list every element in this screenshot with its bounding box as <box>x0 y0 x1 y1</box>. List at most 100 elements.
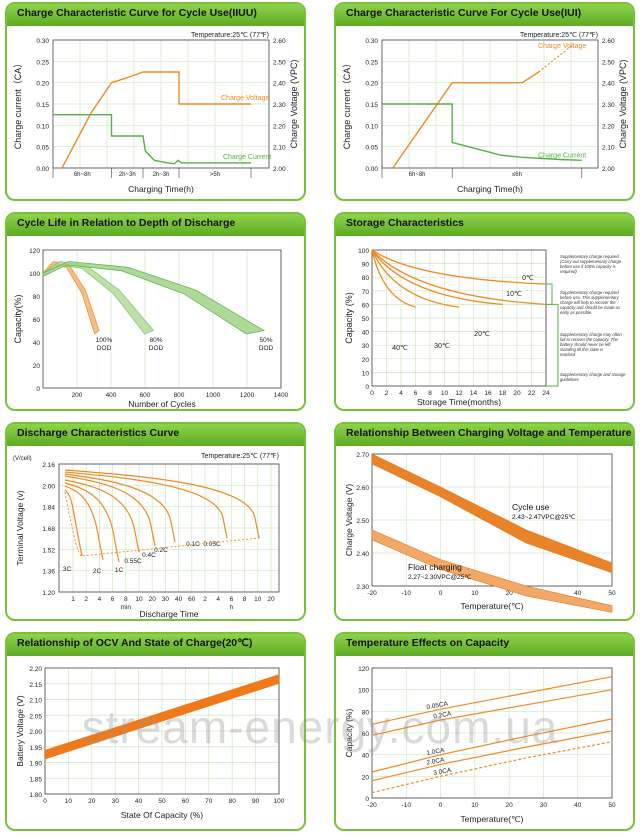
panel-header: Cycle Life in Relation to Depth of Disch… <box>7 214 304 236</box>
y-tick-label: 60 <box>362 302 370 309</box>
y-axis-label: Terminal Voltage (v) <box>15 490 25 565</box>
panel-header: Storage Characteristics <box>336 214 633 236</box>
storage-note-line: guidelines <box>560 377 580 382</box>
series-line-discharge <box>64 473 176 543</box>
y-axis-label: Battery Voltage (V) <box>15 695 25 767</box>
y-tick-label: 90 <box>362 262 370 269</box>
x-tick-label: 800 <box>174 392 185 399</box>
y-tick-label: 0.00 <box>365 166 378 173</box>
y-tick-label: 0.25 <box>365 59 378 66</box>
series-line-discharge <box>64 471 228 539</box>
series-band <box>371 453 613 574</box>
y-tick-label: 0 <box>365 384 369 391</box>
series-label: 3C <box>63 566 72 573</box>
y-tick-label: 1.20 <box>42 590 55 597</box>
y-tick-label: 40 <box>33 340 41 347</box>
x-tick-label: -20 <box>367 802 377 809</box>
plot-frame <box>371 453 613 587</box>
storage-note-line: Supplementary charge and storage <box>560 372 626 377</box>
x-tick-label: 40 <box>135 798 143 805</box>
x-tick-label: 1200 <box>240 392 255 399</box>
x-tick-label: 10 <box>254 596 262 603</box>
panel-title: Relationship of OCV And State of Charge(… <box>17 637 253 649</box>
y-tick-label: 0.15 <box>36 102 49 109</box>
x-tick-label: 50 <box>158 798 166 805</box>
annotation: Temperature:25℃ (77℉) <box>520 32 598 39</box>
y-tick-label: 0.15 <box>365 102 378 109</box>
y-tick-label: 2.10 <box>29 698 42 705</box>
x-tick-label: 0 <box>43 798 47 805</box>
series-label: 0.55C <box>124 558 142 565</box>
x-tick-label: 0 <box>439 590 443 597</box>
panel-title: Charge Characteristic Curve for Cycle Us… <box>17 7 257 19</box>
x-tick-label: 10 <box>471 590 479 597</box>
y2-tick-label: 2.60 <box>602 38 615 45</box>
series-line-charge-voltage <box>61 71 251 169</box>
x-tick-label: 50 <box>608 802 616 809</box>
x-tick-label: 10 <box>135 596 143 603</box>
x-axis-label: Number of Cycles <box>128 399 196 409</box>
series-label: 1.0CA <box>426 747 446 757</box>
x-unit-min: min <box>121 604 132 611</box>
x-tick-label: 16 <box>484 390 492 397</box>
y-unit: (V/cell) <box>13 456 32 462</box>
y-tick-label: 60 <box>362 731 370 738</box>
series-line-storage <box>371 249 503 306</box>
plot-frame <box>44 667 280 795</box>
x-tick-label: 40 <box>175 596 183 603</box>
y-tick-label: 80 <box>33 294 41 301</box>
x-tick-label: 14 <box>470 390 478 397</box>
y2-tick-label: 2.00 <box>273 166 286 173</box>
panel-discharge: Discharge Characteristics Curve 1.20 1.36… <box>5 422 306 621</box>
y-axis-label: Capacity (%) <box>344 292 354 344</box>
storage-note-line: reached <box>560 352 576 357</box>
series-label: 3.0CA <box>433 767 453 777</box>
legend-charge-current: Charge Current <box>538 152 586 159</box>
y-tick-label: 120 <box>29 248 40 255</box>
storage-note-line: fail to recover the capacity. The <box>560 337 619 342</box>
series-label-dod: DOD <box>259 345 274 352</box>
y-tick-label: 2.20 <box>29 666 42 673</box>
y2-axis-label: Charge Voltage (VPC) <box>618 59 628 148</box>
x-axis-label: Temperature(℃) <box>461 601 524 611</box>
y-tick-label: 0.20 <box>36 81 49 88</box>
y-axis-label: Charge current（CA） <box>13 59 23 150</box>
x-tick-label: -20 <box>367 590 377 597</box>
panel-charge-iiuu: Charge Characteristic Curve for Cycle Us… <box>5 2 306 201</box>
y2-tick-label: 2.30 <box>602 102 615 109</box>
y-tick-label: 20 <box>33 363 41 370</box>
chart-ocv: 1.80 1.85 1.90 1.95 2.00 2.05 2.10 2.15 2.20 0 10 2… <box>15 666 285 820</box>
x-tick-label: 90 <box>252 798 260 805</box>
x-tick-label: 2 <box>385 390 389 397</box>
x-tick-label: -10 <box>402 590 412 597</box>
storage-note: Supplementary charge required before use.… <box>560 290 621 315</box>
x-tick-label: 600 <box>140 392 151 399</box>
storage-note-line: capacity and should be made as <box>560 305 621 310</box>
series-label: 100% <box>96 337 113 344</box>
series-line-charge-current <box>53 113 251 165</box>
x-tick-label: 8 <box>124 596 128 603</box>
zone-marker <box>546 283 553 305</box>
series-label: 0.05C <box>203 541 221 548</box>
y-tick-label: 70 <box>362 289 370 296</box>
panel-title: Cycle Life in Relation to Depth of Disch… <box>17 217 236 229</box>
y-axis-label: Capacity (%) <box>344 709 354 758</box>
x-tick-label: 30 <box>540 802 548 809</box>
series-sub-cycle-use: 2.43~2.47VPC@25℃ <box>512 514 576 521</box>
series-line-storage <box>371 249 460 308</box>
legend-charge-voltage: Charge Voltage <box>538 43 586 50</box>
panel-header: Charge Characteristic Curve For Cycle Us… <box>336 4 633 26</box>
x-tick-label: 4 <box>399 390 403 397</box>
x-tick-label: 8 <box>428 390 432 397</box>
panel-title: Temperature Effects on Capacity <box>346 637 510 649</box>
y-tick-label: 50 <box>362 316 370 323</box>
series-line-storage <box>371 249 547 285</box>
storage-note-line: Supplementary charge required <box>560 254 619 259</box>
x-tick-label: 20 <box>88 798 96 805</box>
watermark: stream-energy.com.ua <box>81 701 559 753</box>
x-tick-label: 1400 <box>274 392 289 399</box>
y-tick-label: 120 <box>358 666 369 673</box>
plot-frame <box>52 39 270 169</box>
y-tick-label: 1.80 <box>29 792 42 799</box>
y-tick-label: 1.68 <box>42 526 55 533</box>
